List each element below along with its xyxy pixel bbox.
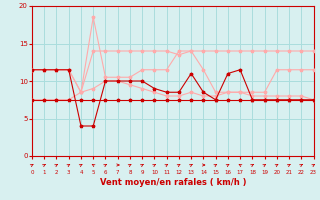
X-axis label: Vent moyen/en rafales ( km/h ): Vent moyen/en rafales ( km/h ) — [100, 178, 246, 187]
